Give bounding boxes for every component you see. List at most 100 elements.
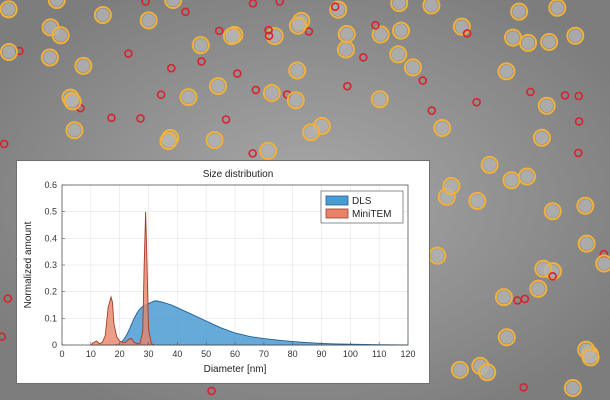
- particle-core: [339, 43, 353, 57]
- small-particle-ring: [0, 139, 9, 149]
- x-tick-label: 70: [259, 349, 269, 359]
- large-particle-ring: [74, 56, 93, 75]
- small-particle-ring: [462, 29, 472, 38]
- large-particle-ring: [595, 254, 610, 273]
- y-tick-label: 0.4: [44, 233, 57, 243]
- particle-core: [536, 262, 550, 276]
- particle-core: [50, 0, 64, 7]
- legend-swatch-minitem: [325, 208, 349, 219]
- small-particle-ring: [513, 296, 522, 305]
- x-axis-label: Diameter [nm]: [204, 364, 267, 375]
- particle-core: [531, 282, 545, 296]
- particle-core: [44, 20, 58, 34]
- small-particle-ring: [156, 90, 166, 99]
- large-particle-ring: [63, 92, 82, 111]
- particle-core: [142, 13, 156, 27]
- particle-core: [430, 249, 444, 263]
- x-tick-label: 100: [343, 349, 358, 359]
- particle-core: [512, 5, 526, 19]
- x-tick-label: 20: [115, 349, 125, 359]
- large-particle-ring: [577, 234, 596, 253]
- particle-core: [483, 158, 497, 172]
- particle-core: [289, 93, 303, 107]
- y-tick-label: 0.6: [44, 180, 57, 190]
- x-tick-label: 30: [143, 349, 153, 359]
- large-particle-ring: [442, 176, 461, 195]
- small-particle-ring: [124, 49, 133, 58]
- large-particle-ring: [390, 0, 409, 13]
- large-particle-ring: [0, 0, 18, 19]
- particle-core: [304, 125, 318, 139]
- large-particle-ring: [265, 27, 284, 46]
- large-particle-ring: [40, 48, 59, 67]
- particle-core: [480, 365, 494, 379]
- large-particle-ring: [548, 0, 567, 17]
- large-particle-ring: [517, 167, 536, 186]
- small-particle-ring: [251, 85, 261, 95]
- large-particle-ring: [576, 196, 595, 215]
- y-tick-label: 0: [52, 340, 57, 350]
- small-particle-ring: [330, 2, 340, 11]
- x-tick-label: 90: [316, 349, 326, 359]
- large-particle-ring: [497, 328, 516, 347]
- large-particle-ring: [510, 2, 529, 21]
- small-particle-ring: [221, 115, 231, 124]
- particle-core: [542, 35, 556, 49]
- large-particle-ring: [302, 123, 321, 142]
- particle-core: [453, 363, 467, 377]
- small-particle-ring: [214, 26, 224, 36]
- small-particle-ring: [359, 53, 368, 62]
- particle-core: [340, 27, 354, 41]
- small-particle-ring: [207, 386, 216, 396]
- small-particle-ring: [371, 20, 380, 30]
- particle-core: [584, 350, 598, 364]
- large-particle-ring: [370, 90, 389, 109]
- particle-core: [67, 123, 81, 137]
- large-particle-ring: [286, 91, 305, 110]
- particle-core: [290, 63, 304, 77]
- particle-core: [43, 51, 57, 65]
- small-particle-ring: [0, 332, 7, 341]
- large-particle-ring: [532, 128, 551, 147]
- small-particle-ring: [472, 97, 481, 107]
- large-particle-ring: [329, 0, 348, 19]
- particle-core: [578, 199, 592, 213]
- particle-core: [96, 8, 110, 22]
- small-particle-ring: [107, 113, 116, 123]
- small-particle-ring: [574, 117, 584, 126]
- particle-core: [181, 90, 195, 104]
- particle-core: [66, 94, 80, 108]
- large-particle-ring: [288, 61, 307, 80]
- particle-core: [597, 257, 610, 271]
- small-particle-ring: [574, 91, 584, 101]
- y-tick-label: 0.1: [44, 313, 57, 323]
- large-particle-ring: [262, 84, 281, 103]
- large-particle-ring: [336, 40, 355, 59]
- particle-core: [166, 0, 180, 7]
- particle-core: [225, 29, 239, 43]
- particle-core: [265, 86, 279, 100]
- large-particle-ring: [468, 191, 487, 210]
- particle-core: [394, 24, 408, 38]
- particle-core: [566, 381, 580, 395]
- large-particle-ring: [529, 279, 548, 298]
- legend-swatch-dls: [325, 195, 349, 206]
- large-particle-ring: [581, 348, 600, 367]
- large-particle-ring: [179, 88, 198, 107]
- particle-core: [268, 29, 282, 43]
- particle-core: [161, 134, 175, 148]
- small-particle-ring: [418, 76, 428, 85]
- particle-core: [291, 19, 305, 33]
- small-particle-ring: [141, 0, 150, 6]
- large-particle-ring: [0, 43, 18, 61]
- large-particle-ring: [452, 17, 471, 36]
- large-particle-ring: [566, 26, 585, 45]
- particle-core: [470, 194, 484, 208]
- particle-core: [2, 2, 16, 16]
- small-particle-ring: [264, 31, 274, 41]
- series-area-minitem: [89, 211, 158, 346]
- small-particle-ring: [136, 114, 145, 123]
- x-tick-label: 0: [59, 349, 64, 359]
- particle-core: [208, 133, 222, 147]
- chart-panel: Size distribution 0 10 20 30 40 50 60 70 80 90 100…: [16, 160, 430, 384]
